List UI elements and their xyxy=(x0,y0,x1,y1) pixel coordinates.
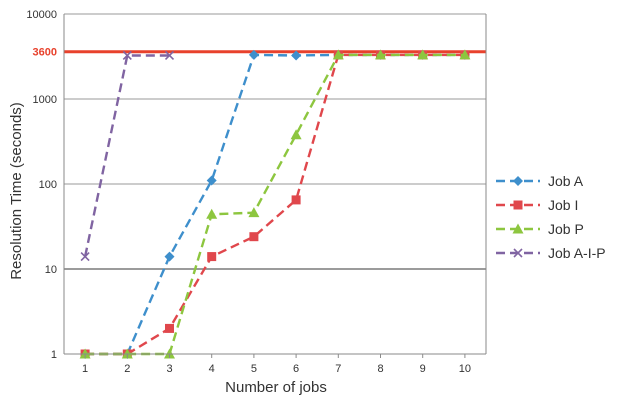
series-line-job-a-i-p xyxy=(83,54,170,257)
legend-marker-job-a xyxy=(513,176,523,186)
x-tick-label-2: 2 xyxy=(124,363,130,375)
data-point-job-p-5 xyxy=(248,207,260,218)
axes-group: 1 10 100 1000 10000 1 2 3 4 5 6 7 8 9 10 3600 xyxy=(26,9,487,375)
legend-item-job-a: Job A xyxy=(496,173,584,189)
data-point-job-a-6 xyxy=(291,50,302,61)
data-point-job-i-4 xyxy=(207,252,217,262)
data-point-job-a-i-p-1 xyxy=(80,252,90,262)
legend: Job A Job I Job P Job A-I-P xyxy=(496,173,606,261)
x-axis-label: Number of jobs xyxy=(225,379,327,396)
data-point-job-a-i-p-3 xyxy=(164,50,175,61)
data-point-job-p-7 xyxy=(332,49,344,60)
series-line-job-i xyxy=(85,53,465,356)
x-tick-label-6: 6 xyxy=(293,363,299,375)
x-tick-label-10: 10 xyxy=(459,363,471,375)
data-point-job-p-9 xyxy=(417,49,429,60)
legend-label-job-a-i-p: Job A-I-P xyxy=(548,245,606,261)
data-point-job-i-6 xyxy=(291,195,301,205)
x-tick-label-5: 5 xyxy=(251,363,257,375)
legend-marker-job-a-i-p-stroke-b xyxy=(513,248,523,258)
legend-item-job-a-i-p: Job A-I-P xyxy=(496,245,606,261)
data-point-job-p-4 xyxy=(206,208,218,219)
data-point-job-p-6 xyxy=(290,129,302,140)
legend-marker-job-a-i-p xyxy=(513,248,523,258)
y-tick-label-10000: 10000 xyxy=(26,9,57,21)
legend-marker-job-i xyxy=(513,200,523,210)
legend-label-job-i: Job I xyxy=(548,197,578,213)
data-point-job-i-5 xyxy=(249,232,259,242)
series-group xyxy=(79,49,471,359)
x-tick-label-4: 4 xyxy=(209,363,215,375)
x-tick-label-3: 3 xyxy=(166,363,172,375)
x-tick-label-7: 7 xyxy=(335,363,341,375)
legend-label-job-a: Job A xyxy=(548,173,584,189)
y-tick-label-100: 100 xyxy=(39,179,57,191)
series-line-job-a xyxy=(85,53,465,356)
data-point-job-a-i-p-2 xyxy=(122,50,132,61)
x-tick-label-1: 1 xyxy=(82,363,88,375)
x-tick-label-9: 9 xyxy=(420,363,426,375)
y-tick-label-1000: 1000 xyxy=(33,94,57,106)
legend-label-job-p: Job P xyxy=(548,221,584,237)
series-line-job-p xyxy=(85,53,465,356)
grid-lines xyxy=(64,13,486,355)
legend-item-job-i: Job I xyxy=(496,197,578,213)
data-point-job-i-3 xyxy=(165,323,174,333)
data-point-job-a-i-p-1-stroke-b xyxy=(80,252,90,262)
legend-marker-job-p xyxy=(512,223,524,234)
data-point-job-a-i-p-3-stroke-b xyxy=(164,50,175,61)
data-point-job-a-3 xyxy=(164,251,175,262)
y-tick-label-10: 10 xyxy=(45,264,57,276)
legend-item-job-p: Job P xyxy=(496,221,584,237)
data-point-job-a-5 xyxy=(248,49,259,60)
data-point-job-p-8 xyxy=(375,49,386,60)
reference-line-label: 3600 xyxy=(33,47,57,59)
y-tick-label-1: 1 xyxy=(51,349,57,361)
data-point-job-a-4 xyxy=(206,175,217,186)
data-point-job-a-i-p-2-stroke-b xyxy=(122,50,132,61)
y-axis-label: Resolution Time (seconds) xyxy=(8,102,25,280)
x-tick-label-8: 8 xyxy=(377,363,383,375)
data-point-job-p-10 xyxy=(459,49,471,60)
